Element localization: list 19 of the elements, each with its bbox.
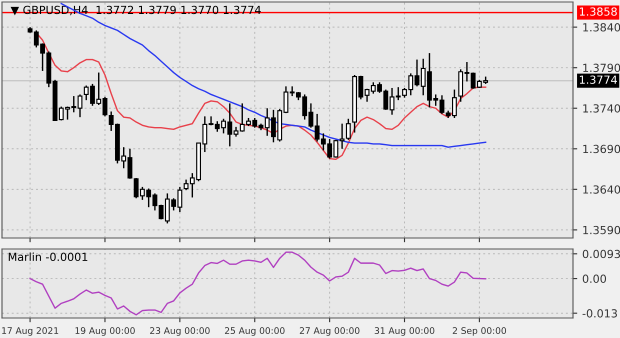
y-tick-label: 1.3740 [583, 104, 620, 113]
annotation: Marlin -0.0001 [8, 252, 88, 262]
x-tick-label: 31 Aug 00:00 [374, 327, 434, 336]
x-tick-label: 25 Aug 00:00 [224, 327, 285, 336]
ref-line-label: 1.3774 [580, 75, 617, 84]
y-tick-label: 1.3690 [583, 144, 620, 154]
x-tick-label: 23 Aug 00:00 [150, 327, 210, 336]
x-tick-label: 2 Sep 00:00 [452, 327, 506, 336]
y-tick-label: 1.3790 [583, 64, 620, 72]
y-tick-label: 1.3640 [583, 185, 620, 194]
y-tick-label: 0.0093 [582, 250, 620, 258]
x-tick-label: 19 Aug 00:00 [76, 327, 135, 336]
y-tick-label: 1.3590 [583, 226, 620, 234]
ref-line-label: 1.3858 [580, 7, 617, 16]
y-tick-label: -0.013 [582, 309, 617, 318]
x-tick-label: 17 Aug 2021 [2, 327, 58, 336]
x-tick-label: 27 Aug 00:00 [300, 327, 360, 336]
y-tick-label: 0.00 [582, 274, 606, 283]
y-tick-label: 1.3840 [583, 23, 620, 32]
